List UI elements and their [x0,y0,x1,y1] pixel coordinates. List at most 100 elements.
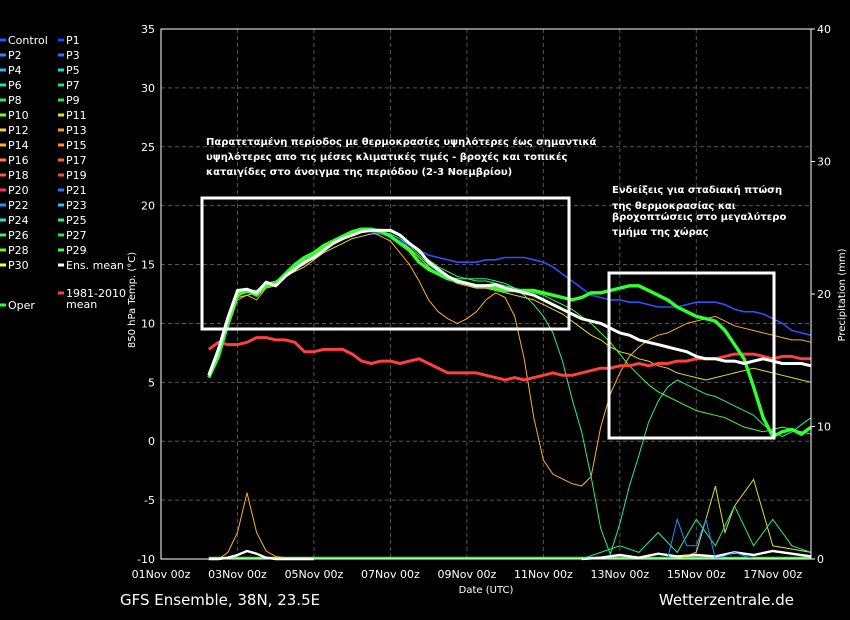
legend-label: P13 [66,124,87,137]
y-tick-label: 5 [148,376,155,389]
legend-item-p17: P17 [58,154,87,167]
legend-item-p11: P11 [58,109,87,122]
legend-label: Control [8,34,48,47]
y-tick-label: 30 [141,82,155,95]
legend-label: P25 [66,214,87,227]
y2-tick-label: 0 [817,553,824,566]
annotation-line: της θερμοκρασίας και [612,200,736,212]
legend-label: P16 [8,154,29,167]
legend-item-p5: P5 [58,64,80,77]
legend-label: P2 [8,49,22,62]
legend-label: P30 [8,259,29,272]
legend-item-p14: P14 [0,139,29,152]
legend-label: P18 [8,169,29,182]
legend-label: P11 [66,109,87,122]
precip-line-p25 [581,504,812,560]
legend-item-control: Control [0,34,48,47]
legend-item-p12: P12 [0,124,29,137]
annotation-line: Παρατεταμένη περίοδος με θερμοκρασίες υψ… [206,136,596,148]
annotation-line: βροχοπτώσεις στο μεγαλύτερο [612,211,786,223]
legend-item-p25: P25 [58,214,87,227]
precip-line-ens-mean [581,549,812,561]
legend-label: P26 [8,229,29,242]
plot-frame [160,28,812,560]
legend-label: P6 [8,79,22,92]
legend-item-p18: P18 [0,169,29,182]
legend-label: P14 [8,139,29,152]
y-tick-label: 25 [141,141,155,154]
chart-title: Athens (GR) 850 hPa Temp. & Precipitatio… [137,2,733,22]
legend-label: P29 [66,244,87,257]
legend-item-p6: P6 [0,79,22,92]
legend-item-p8: P8 [0,94,22,107]
legend-label: P17 [66,154,87,167]
x-tick-label: 13Nov 00z [590,568,649,581]
legend-label: Oper [8,299,35,312]
legend-label: P4 [8,64,22,77]
annotation-box-cooling [607,271,776,440]
annotation-box-warm-period [200,196,571,331]
legend-item-p9: P9 [58,94,80,107]
y-tick-label: 20 [141,200,155,213]
legend-item-p1: P1 [58,34,80,47]
legend-item-p16: P16 [0,154,29,167]
legend-label: P5 [66,64,80,77]
legend-item-p15: P15 [58,139,87,152]
legend-item-p10: P10 [0,109,29,122]
legend-item-p3: P3 [58,49,80,62]
legend-label: P19 [66,169,87,182]
legend-label: P28 [8,244,29,257]
precip-line-p11 [677,478,812,560]
legend-label: P8 [8,94,22,107]
series-line-ens-mean [207,228,812,376]
legend-label: 1981-2010 [66,287,126,300]
legend-item-p22: P22 [0,199,29,212]
x-tick-label: 01Nov 00z [132,568,191,581]
y-tick-label: 15 [141,259,155,272]
x-tick-label: 09Nov 00z [438,568,497,581]
legend-label: Ens. mean [66,259,124,272]
legend-item-p29: P29 [58,244,87,257]
legend-label: P21 [66,184,87,197]
y2-axis-label: Precipitation (mm) [837,248,848,341]
legend-label: P10 [8,109,29,122]
y-tick-label: -10 [137,553,155,566]
precip-line-p22 [667,517,754,560]
y2-tick-label: 10 [817,421,831,434]
precip-line-p14 [208,492,314,560]
x-tick-label: 15Nov 00z [667,568,726,581]
series-line-p11 [208,233,812,383]
legend-item-p24: P24 [0,214,29,227]
annotation-text-warm: Παρατεταμένη περίοδος με θερμοκρασίες υψ… [206,136,596,178]
legend-item-p4: P4 [0,64,22,77]
legend-item-p21: P21 [58,184,87,197]
legend-label: P24 [8,214,29,227]
footer-source: Wetterzentrale.de [659,591,794,609]
legend-label: P15 [66,139,87,152]
legend-item-p2: P2 [0,49,22,62]
legend-item-p30: P30 [0,259,29,272]
legend-item-p28: P28 [0,244,29,257]
legend-label: P9 [66,94,80,107]
axis-ticks: -10 -5 0 5 10 15 20 25 30 35 0 10 20 30 40 01Nov 00z 03N… [132,23,831,581]
legend-item-oper: Oper [0,299,35,312]
x-tick-label: 07Nov 00z [361,568,420,581]
legend-label: mean [66,298,97,311]
legend-item-p26: P26 [0,229,29,242]
annotation-line: υψηλότερες απο τις μέσες κλιματικές τιμέ… [206,151,567,163]
gridlines [161,29,811,559]
legend: Control P1 P2 P3 P4 P5 P6 P7 P8 P9 P10 P11 P12 P13 P14… [0,34,126,312]
y2-tick-label: 20 [817,288,831,301]
legend-label: P1 [66,34,80,47]
annotation-line: Ενδείξεις για σταδιακή πτώση [612,184,782,196]
x-axis-label: Date (UTC) [459,585,514,596]
x-tick-label: 17Nov 00z [743,568,802,581]
legend-label: P12 [8,124,29,137]
series-line-p25 [208,228,812,555]
footer-model: GFS Ensemble, 38N, 23.5E [120,591,320,609]
legend-label: P22 [8,199,29,212]
legend-label: P27 [66,229,87,242]
x-tick-label: 11Nov 00z [514,568,573,581]
legend-label: P3 [66,49,80,62]
